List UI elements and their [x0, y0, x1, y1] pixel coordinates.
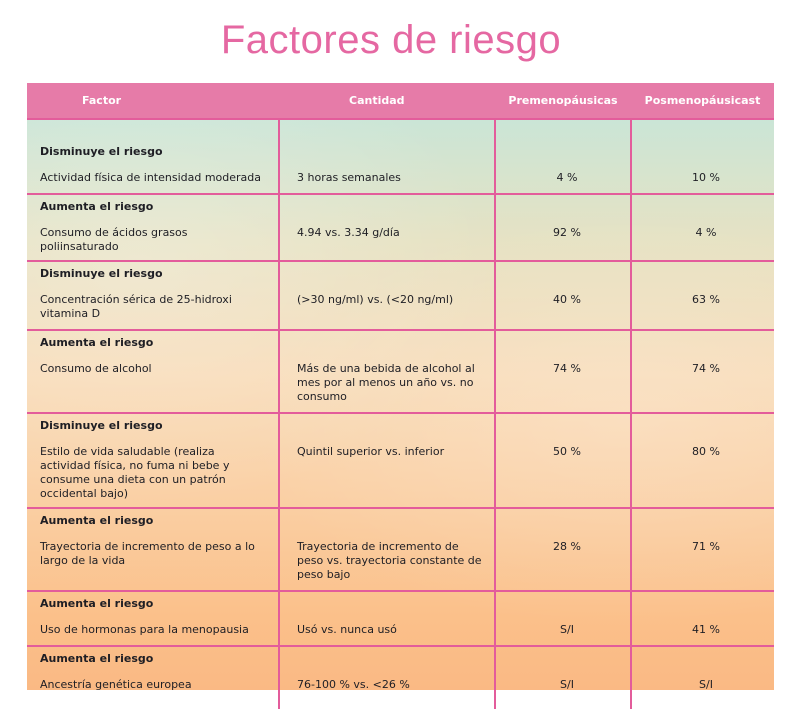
factor-content: Aumenta el riesgo Consumo de ácidos graso…: [27, 195, 278, 260]
posmenopausicas-cell: 63 %: [630, 261, 774, 331]
posmenopausicas-cell: 80 %: [630, 413, 774, 509]
posmenopausicas-cell: 71 %: [630, 508, 774, 592]
posmenopausicas-value: 74 %: [692, 362, 720, 375]
factor-content: Disminuye el riesgo Concentración sérica …: [27, 262, 278, 327]
cantidad-value: (>30 ng/ml) vs. (<20 ng/ml): [297, 293, 454, 306]
cantidad-cell: Usó vs. nunca usó: [278, 591, 495, 647]
table-header: Factor Cantidad Premenopáusicas Posmenop…: [27, 83, 774, 120]
factor-cell: Aumenta el riesgo Uso de hormonas para la…: [27, 591, 279, 647]
premenopausicas-cell: 50 %: [494, 413, 631, 509]
risk-effect-label: Aumenta el riesgo: [40, 514, 154, 527]
posmenopausicas-value: 4 %: [695, 226, 717, 239]
premenopausicas-cell: 28 %: [494, 508, 631, 592]
risk-effect-label: Aumenta el riesgo: [40, 597, 154, 610]
posmenopausicas-cell: 4 %: [630, 194, 774, 262]
posmenopausicas-cell: 10 %: [630, 119, 774, 195]
premenopausicas-value: S/I: [560, 623, 574, 636]
cantidad-value: 4.94 vs. 3.34 g/día: [297, 226, 400, 239]
risk-effect-label: Aumenta el riesgo: [40, 200, 154, 213]
premenopausicas-cell: 4 %: [494, 119, 631, 195]
factor-content: Aumenta el riesgo Ancestría genética euro…: [27, 647, 278, 698]
cantidad-cell: 4.94 vs. 3.34 g/día: [278, 194, 495, 262]
header-posmenopausicas: Posmenopáusicast: [631, 83, 774, 120]
risk-factors-table-container: Factor Cantidad Premenopáusicas Posmenop…: [27, 83, 774, 709]
premenopausicas-cell: 40 %: [494, 261, 631, 331]
posmenopausicas-value: 63 %: [692, 293, 720, 306]
factor-description: Actividad física de intensidad moderada: [40, 171, 262, 184]
premenopausicas-cell: S/I: [494, 591, 631, 647]
cantidad-value: 76-100 % vs. <26 %: [297, 678, 410, 691]
factor-content: Disminuye el riesgo Actividad física de i…: [27, 120, 278, 191]
cantidad-value: Trayectoria de incremento de peso vs. tr…: [297, 540, 482, 581]
table-row: Aumenta el riesgo Consumo de ácidos graso…: [27, 194, 774, 262]
premenopausicas-value: 50 %: [553, 445, 581, 458]
cantidad-value: Más de una bebida de alcohol al mes por …: [297, 362, 475, 403]
cantidad-cell: 76-100 % vs. <26 %: [278, 646, 495, 709]
factor-description: Estilo de vida saludable (realiza activi…: [40, 445, 230, 500]
table-row: Aumenta el riesgo Trayectoria de incremen…: [27, 508, 774, 592]
cantidad-value: 3 horas semanales: [297, 171, 401, 184]
table-row: Aumenta el riesgo Consumo de alcohol Más d…: [27, 330, 774, 414]
posmenopausicas-value: 71 %: [692, 540, 720, 553]
posmenopausicas-cell: 41 %: [630, 591, 774, 647]
cantidad-cell: Quintil superior vs. inferior: [278, 413, 495, 509]
factor-cell: Aumenta el riesgo Consumo de ácidos graso…: [27, 194, 279, 262]
table-row: Disminuye el riesgo Estilo de vida saluda…: [27, 413, 774, 509]
risk-effect-label: Disminuye el riesgo: [40, 419, 163, 432]
risk-effect-label: Disminuye el riesgo: [40, 145, 163, 158]
factor-cell: Disminuye el riesgo Concentración sérica …: [27, 261, 279, 331]
posmenopausicas-value: S/I: [699, 678, 713, 691]
premenopausicas-value: 74 %: [553, 362, 581, 375]
premenopausicas-value: 28 %: [553, 540, 581, 553]
posmenopausicas-cell: 74 %: [630, 330, 774, 414]
factor-content: Disminuye el riesgo Estilo de vida saluda…: [27, 414, 278, 507]
premenopausicas-cell: 74 %: [494, 330, 631, 414]
table-row: Aumenta el riesgo Uso de hormonas para la…: [27, 591, 774, 647]
factor-cell: Disminuye el riesgo Estilo de vida saluda…: [27, 413, 279, 509]
factor-description: Trayectoria de incremento de peso a lo l…: [40, 540, 255, 567]
header-row: Factor Cantidad Premenopáusicas Posmenop…: [27, 83, 774, 120]
factor-description: Uso de hormonas para la menopausia: [40, 623, 249, 636]
posmenopausicas-value: 80 %: [692, 445, 720, 458]
factor-content: Aumenta el riesgo Consumo de alcohol: [27, 331, 278, 382]
cantidad-cell: (>30 ng/ml) vs. (<20 ng/ml): [278, 261, 495, 331]
factor-description: Consumo de ácidos grasos poliinsaturado: [40, 226, 188, 253]
premenopausicas-cell: 92 %: [494, 194, 631, 262]
page-title: Factores de riesgo: [220, 18, 562, 62]
cantidad-cell: Más de una bebida de alcohol al mes por …: [278, 330, 495, 414]
premenopausicas-value: S/I: [560, 678, 574, 691]
factor-cell: Disminuye el riesgo Actividad física de i…: [27, 119, 279, 195]
premenopausicas-value: 92 %: [553, 226, 581, 239]
risk-effect-label: Disminuye el riesgo: [40, 267, 163, 280]
factor-description: Concentración sérica de 25-hidroxi vitam…: [40, 293, 232, 320]
risk-effect-label: Aumenta el riesgo: [40, 652, 154, 665]
table-row: Disminuye el riesgo Concentración sérica …: [27, 261, 774, 331]
risk-effect-label: Aumenta el riesgo: [40, 336, 154, 349]
premenopausicas-cell: S/I: [494, 646, 631, 709]
cantidad-value: Quintil superior vs. inferior: [297, 445, 445, 458]
factor-description: Ancestría genética europea: [40, 678, 192, 691]
header-premenopausicas: Premenopáusicas: [495, 83, 631, 120]
factor-cell: Aumenta el riesgo Trayectoria de incremen…: [27, 508, 279, 592]
posmenopausicas-cell: S/I: [630, 646, 774, 709]
table-body: Disminuye el riesgo Actividad física de i…: [27, 119, 774, 709]
posmenopausicas-value: 10 %: [692, 171, 720, 184]
cantidad-value: Usó vs. nunca usó: [297, 623, 397, 636]
table-row: Aumenta el riesgo Ancestría genética euro…: [27, 646, 774, 709]
header-cantidad: Cantidad: [279, 83, 495, 120]
risk-factors-table: Factor Cantidad Premenopáusicas Posmenop…: [27, 83, 774, 709]
factor-content: Aumenta el riesgo Uso de hormonas para la…: [27, 592, 278, 643]
factor-cell: Aumenta el riesgo Consumo de alcohol: [27, 330, 279, 414]
premenopausicas-value: 40 %: [553, 293, 581, 306]
posmenopausicas-value: 41 %: [692, 623, 720, 636]
header-factor: Factor: [27, 83, 279, 120]
cantidad-cell: Trayectoria de incremento de peso vs. tr…: [278, 508, 495, 592]
premenopausicas-value: 4 %: [556, 171, 578, 184]
factor-description: Consumo de alcohol: [40, 362, 152, 375]
table-row: Disminuye el riesgo Actividad física de i…: [27, 119, 774, 195]
factor-content: Aumenta el riesgo Trayectoria de incremen…: [27, 509, 278, 574]
factor-cell: Aumenta el riesgo Ancestría genética euro…: [27, 646, 279, 709]
cantidad-cell: 3 horas semanales: [278, 119, 495, 195]
